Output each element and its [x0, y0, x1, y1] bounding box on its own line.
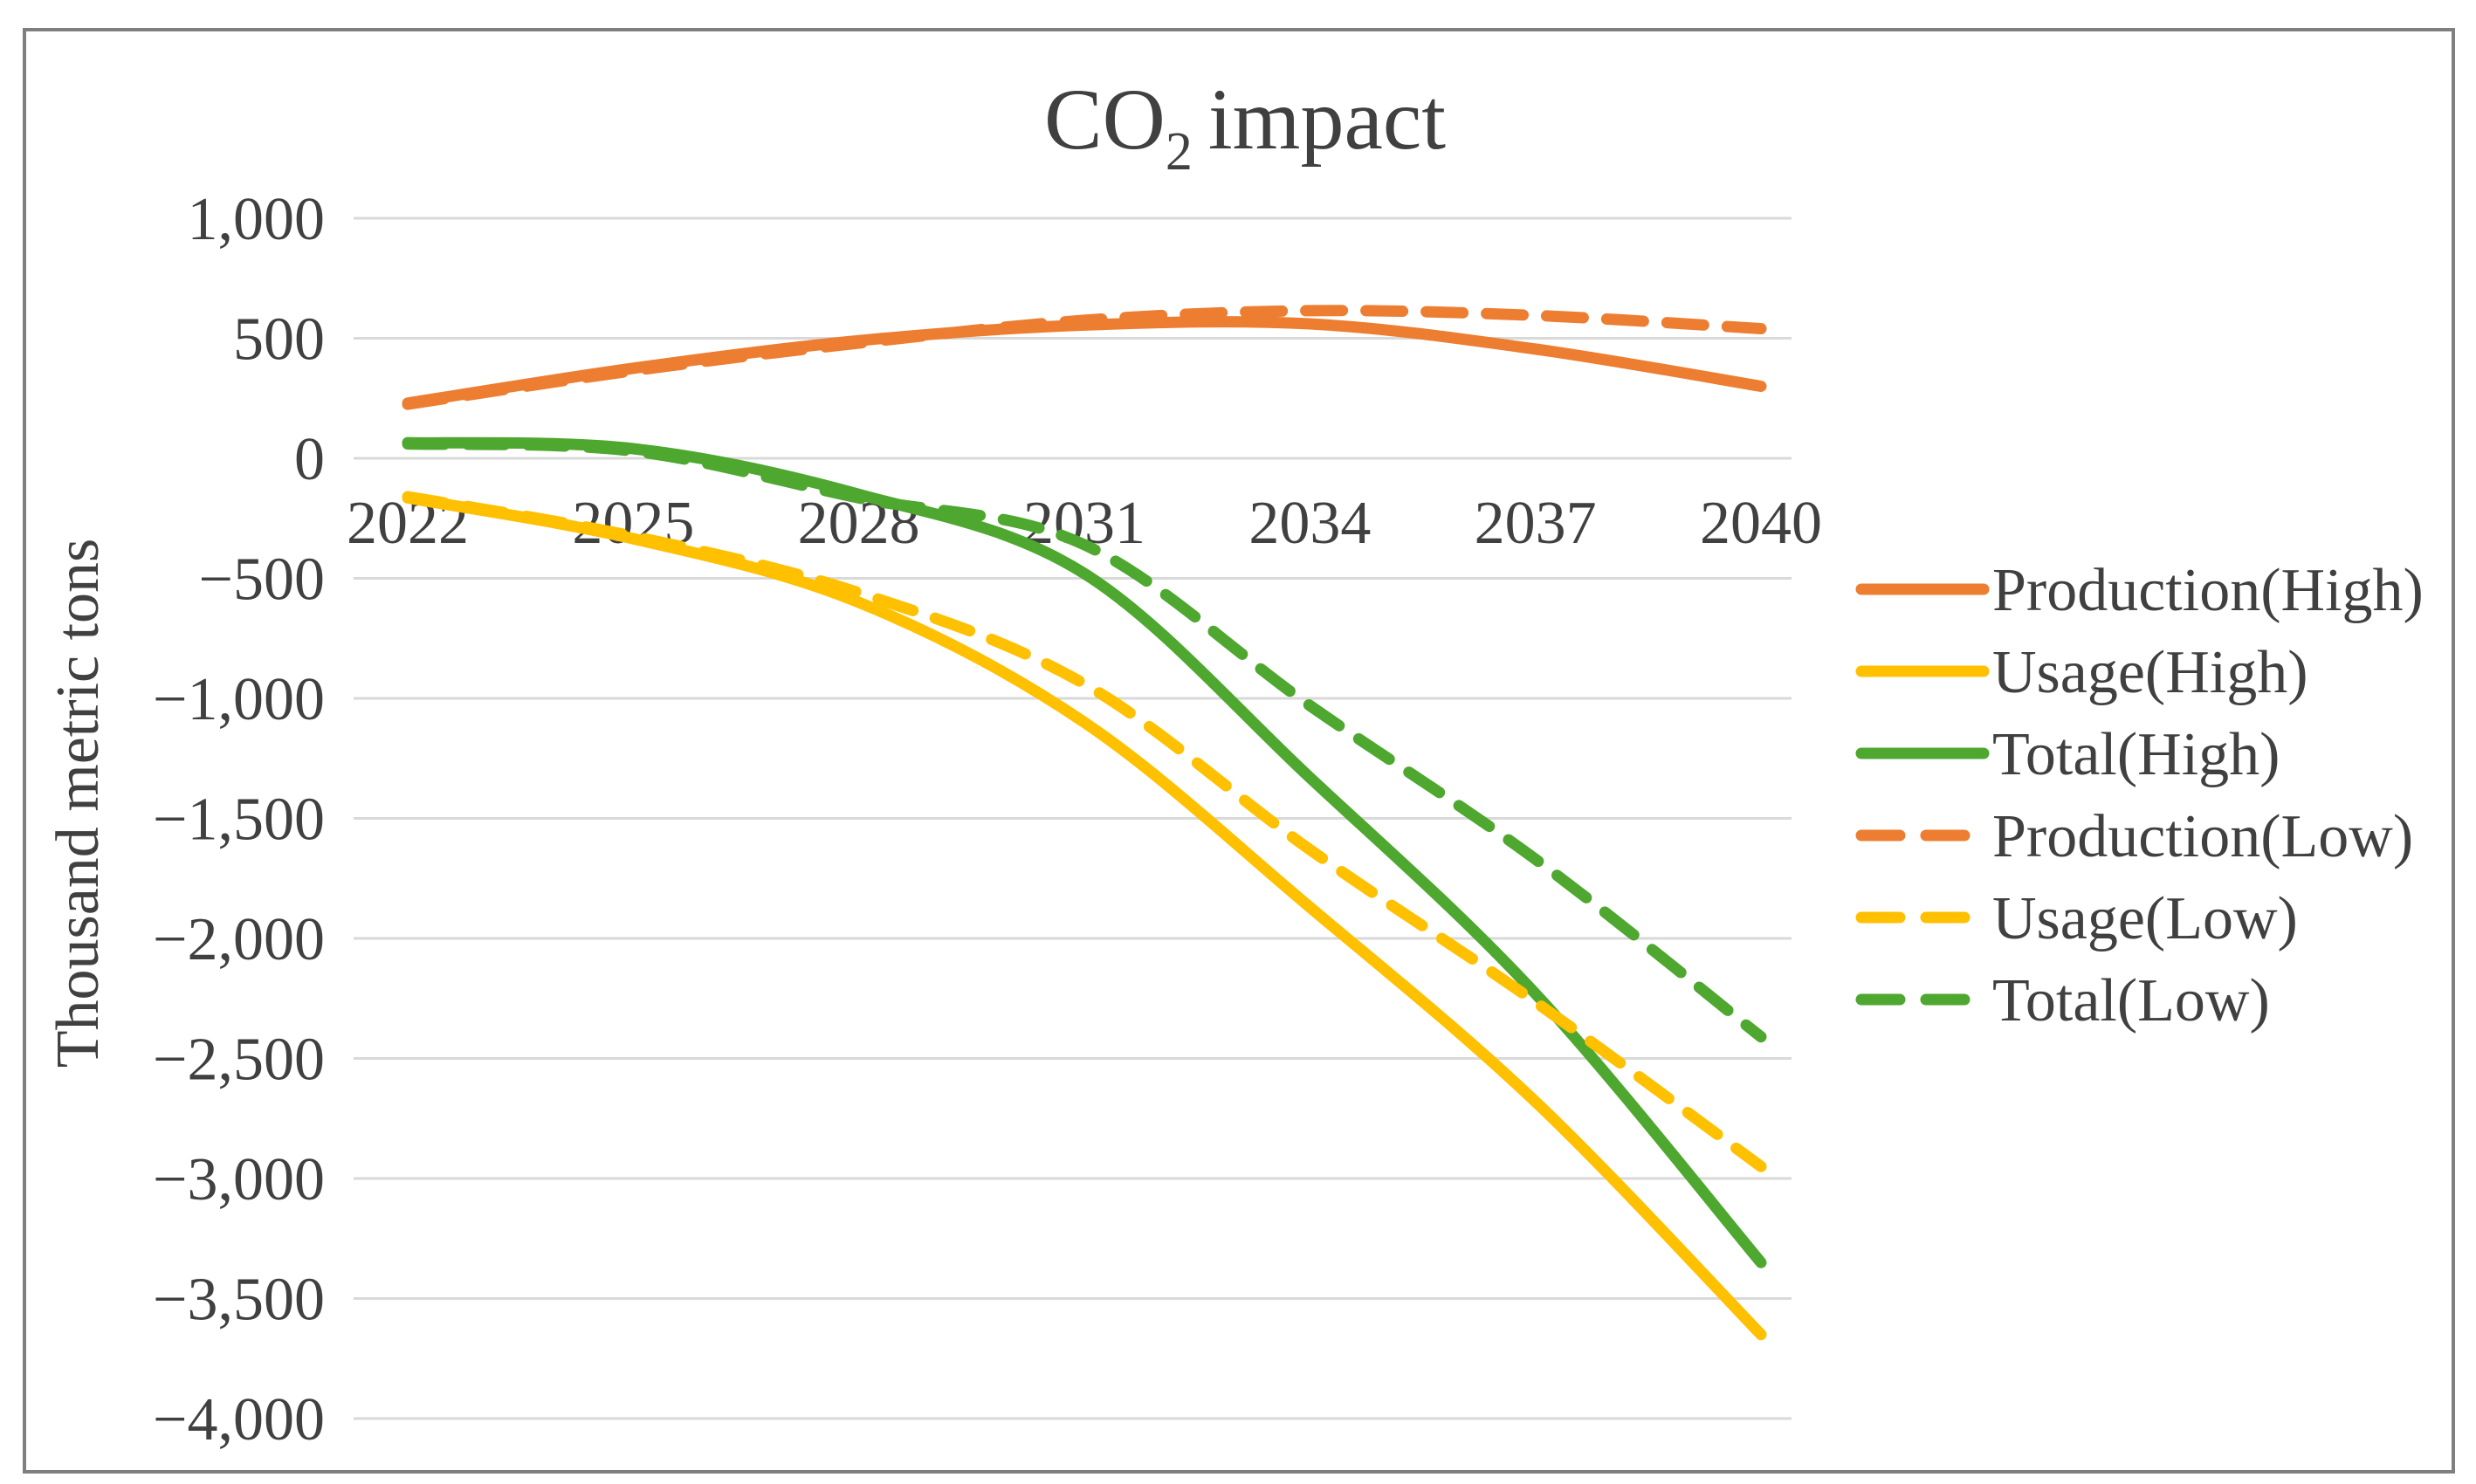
legend-item-usage-high: Usage(High): [1855, 639, 2308, 706]
legend-item-production-high: Production(High): [1855, 557, 2424, 624]
series-line-total-high: [402, 436, 1767, 1268]
legend-item-total-high: Total(High): [1855, 721, 2280, 788]
series-line-production-high: [402, 316, 1767, 409]
figure-border: [23, 28, 2455, 1474]
legend-label: Production(High): [1992, 557, 2424, 624]
y-tick-label: 1,000: [188, 186, 326, 253]
legend-item-total-low: Total(Low): [1855, 967, 2270, 1034]
title-suffix: impact: [1208, 71, 1446, 168]
y-tick-label: 0: [294, 426, 325, 493]
series-line-usage-high: [402, 491, 1767, 1341]
legend: Production(High) Usage(High) Total(High) Pr…: [1855, 557, 2424, 1034]
x-tick-label: 2037: [1475, 490, 1597, 557]
series-lines: [402, 305, 1767, 1341]
legend-label: Total(Low): [1992, 967, 2270, 1034]
x-tick-label: 2034: [1248, 490, 1371, 557]
y-tick-label: −4,000: [153, 1386, 325, 1453]
legend-label: Usage(Low): [1992, 885, 2298, 952]
y-tick-label: −1,500: [153, 787, 325, 854]
y-tick-label: −2,500: [153, 1027, 325, 1094]
y-tick-label: −2,000: [153, 906, 325, 973]
y-axis-tick-labels: 1,000 500 0 −500 −1,000 −1,500 −2,000 −2,500 −3,…: [153, 186, 325, 1453]
legend-label: Total(High): [1992, 721, 2280, 788]
legend-item-production-low: Production(Low): [1855, 803, 2413, 870]
title-prefix: CO: [1044, 71, 1166, 168]
y-tick-label: −3,000: [153, 1146, 325, 1213]
y-axis-title: Thousand metric tons: [45, 539, 112, 1068]
chart-title: CO2 impact: [1044, 71, 1446, 182]
y-tick-label: −500: [199, 546, 325, 614]
legend-label: Usage(High): [1992, 639, 2308, 706]
y-tick-label: 500: [233, 306, 325, 374]
y-tick-label: −3,500: [153, 1267, 325, 1334]
x-tick-label: 2040: [1700, 490, 1822, 557]
y-tick-label: −1,000: [153, 666, 325, 733]
series-line-usage-low: [402, 491, 1767, 1172]
legend-item-usage-low: Usage(Low): [1855, 885, 2298, 952]
title-subscript: 2: [1166, 122, 1193, 182]
legend-label: Production(Low): [1992, 803, 2413, 870]
series-line-production-low: [402, 305, 1767, 410]
series-line-total-low: [402, 438, 1767, 1043]
gridlines: [354, 216, 1792, 1420]
